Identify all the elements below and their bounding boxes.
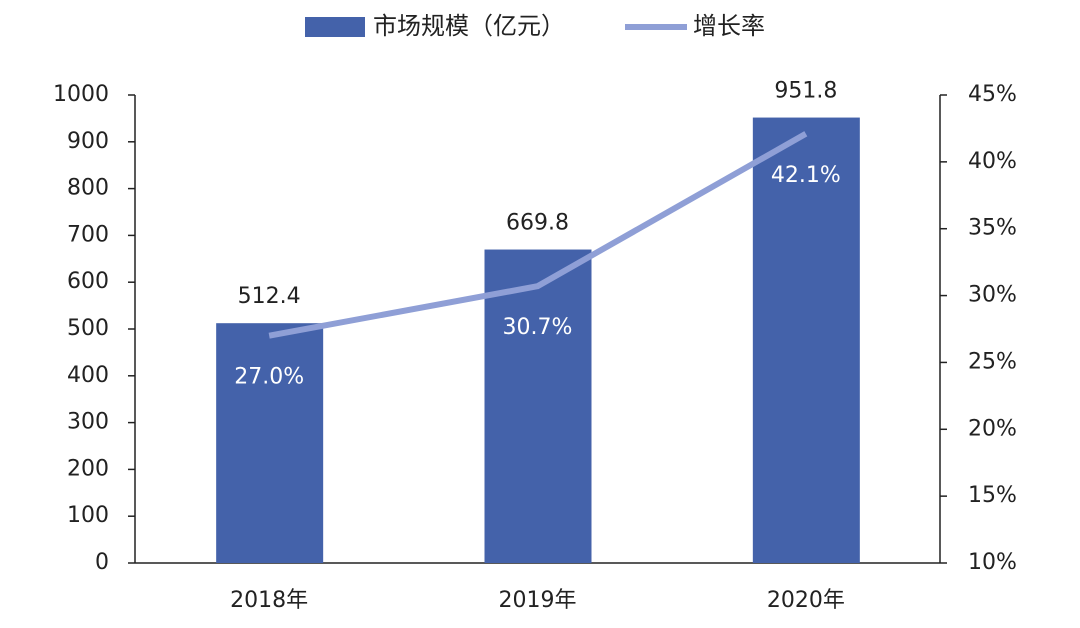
y-tick-label: 800 [67,176,109,201]
line-value-label: 42.1% [771,163,841,188]
y2-tick-label: 35% [968,216,1017,241]
y-tick-label: 400 [67,363,109,388]
y-tick-label: 900 [67,129,109,154]
line-value-label: 30.7% [503,315,573,340]
y2-tick-label: 15% [968,483,1017,508]
y2-tick-label: 25% [968,349,1017,374]
y-tick-label: 700 [67,222,109,247]
legend-swatch [305,17,365,37]
bar-value-label: 951.8 [774,79,837,104]
bar [216,323,324,563]
line [268,131,808,339]
bar [752,117,860,563]
legend-label: 增长率 [693,12,765,40]
y-tick-label: 300 [67,410,109,435]
bar-value-label: 669.8 [506,211,569,236]
y-tick-label: 200 [67,456,109,481]
x-tick-label: 2018年 [230,588,308,613]
y-tick-label: 600 [67,269,109,294]
bar [484,249,592,563]
y-tick-label: 100 [67,503,109,528]
y2-tick-label: 10% [968,550,1017,575]
y2-tick-label: 45% [968,82,1017,107]
bar-value-label: 512.4 [238,284,301,309]
x-tick-label: 2019年 [499,588,577,613]
x-tick-label: 2020年 [767,588,845,613]
y-tick-label: 0 [95,550,109,575]
y2-tick-label: 20% [968,416,1017,441]
legend-label: 市场规模（亿元） [373,12,565,40]
y-tick-label: 1000 [53,82,109,107]
line-value-label: 27.0% [234,365,304,390]
y-tick-label: 500 [67,316,109,341]
y2-tick-label: 40% [968,149,1017,174]
y2-tick-label: 30% [968,283,1017,308]
